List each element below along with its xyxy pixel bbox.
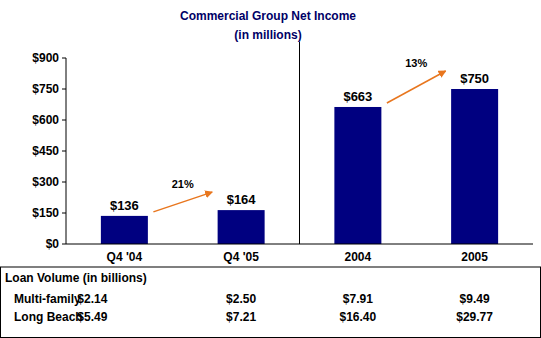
tick-mark xyxy=(62,89,66,90)
table-cell: $16.40 xyxy=(340,310,377,324)
category-label: 2005 xyxy=(461,250,488,264)
tick-mark xyxy=(62,182,66,183)
chart: Commercial Group Net Income (in millions)… xyxy=(0,0,541,338)
category-label: Q4 '04 xyxy=(107,250,143,264)
row-label: Multi-family xyxy=(14,292,81,306)
bar xyxy=(334,107,381,244)
data-label: $136 xyxy=(110,198,139,213)
data-label: $164 xyxy=(227,192,257,207)
tick-mark xyxy=(62,120,66,121)
tick-label: $150 xyxy=(32,206,59,220)
table-cell: $9.49 xyxy=(460,292,490,306)
table-cell: $7.21 xyxy=(226,310,256,324)
tick-label: $300 xyxy=(32,175,59,189)
growth-arrow xyxy=(387,71,446,103)
tick-mark xyxy=(62,244,66,245)
y-axis xyxy=(66,58,67,244)
bar xyxy=(218,210,265,244)
table-cell: $2.14 xyxy=(77,292,107,306)
tick-label: $450 xyxy=(32,144,59,158)
bar xyxy=(451,89,498,244)
data-label: $663 xyxy=(343,89,372,104)
growth-arrow xyxy=(153,192,212,212)
table-cell: $5.49 xyxy=(77,310,107,324)
category-label: 2004 xyxy=(345,250,372,264)
table-cell: $29.77 xyxy=(456,310,493,324)
title: Commercial Group Net Income xyxy=(180,9,356,23)
tick-mark xyxy=(62,151,66,152)
x-axis xyxy=(66,244,533,245)
tick-label: $900 xyxy=(32,51,59,65)
separator xyxy=(299,42,300,244)
table-cell: $2.50 xyxy=(226,292,256,306)
tick-label: $0 xyxy=(46,237,60,251)
data-label: $750 xyxy=(460,71,489,86)
table-frame xyxy=(1,267,541,338)
tick-label: $750 xyxy=(32,82,59,96)
tick-mark xyxy=(62,213,66,214)
category-label: Q4 '05 xyxy=(223,250,259,264)
bars xyxy=(101,89,498,244)
row-label: Long Beach xyxy=(14,310,83,324)
tick-label: $600 xyxy=(32,113,59,127)
annotation: 21% xyxy=(172,178,194,190)
subtitle: (in millions) xyxy=(234,28,301,42)
annotation: 13% xyxy=(405,57,427,69)
bar xyxy=(101,216,148,244)
tick-mark xyxy=(62,58,66,59)
table-cell: $7.91 xyxy=(343,292,373,306)
table-title: Loan Volume (in billions) xyxy=(5,271,147,285)
